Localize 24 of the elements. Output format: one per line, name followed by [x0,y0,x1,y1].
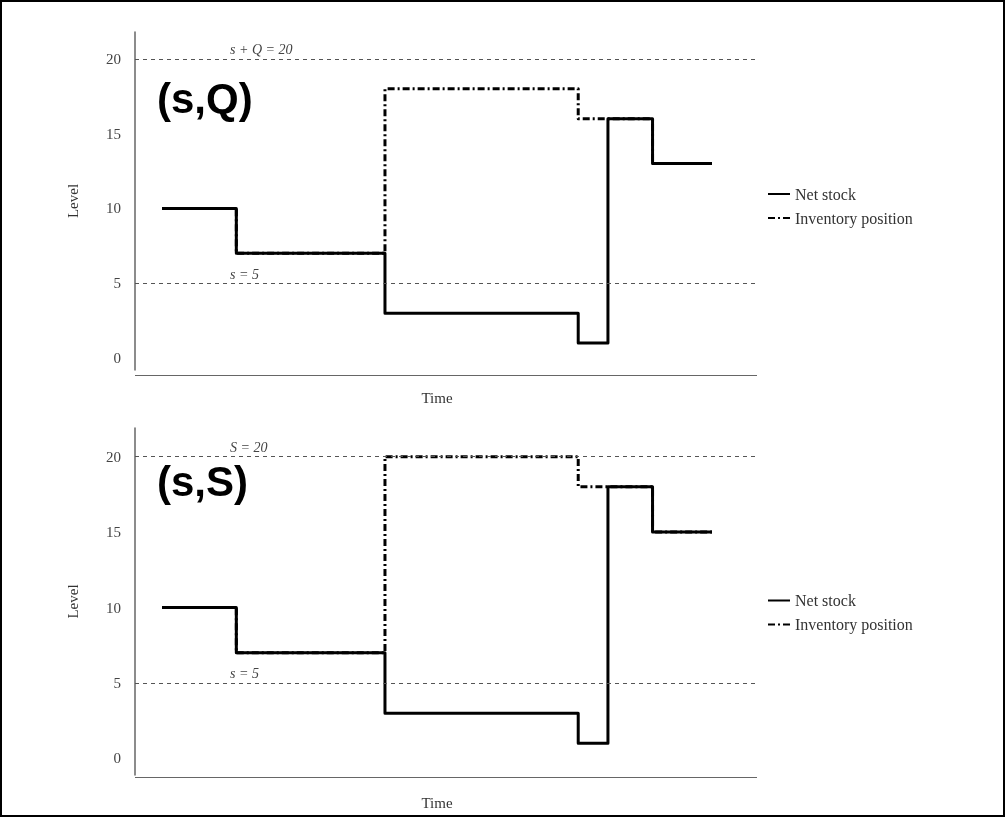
y-tick-label: 15 [106,524,121,541]
y-axis-title: Level [64,183,81,219]
text: (s,S) [157,457,249,505]
ref-line-label: s = 5 [230,666,259,682]
y-tick-label: 15 [106,125,121,142]
y-axis-title: Level [64,584,81,619]
legend-label: Net stock [795,592,856,609]
y-tick-label: 20 [106,50,121,67]
y-tick-label: 10 [106,599,121,616]
y-tick-label: 20 [106,448,121,465]
y-tick-label: 0 [113,350,121,367]
y-tick-label: 10 [106,200,121,217]
legend-label: Inventory position [795,616,913,634]
legend-label: Inventory position [795,209,913,228]
y-tick-label: 5 [113,674,121,691]
legend-label: Net stock [795,185,856,203]
ref-line-label: S = 20 [230,440,268,456]
ref-line-label: s + Q = 20 [230,42,293,58]
text: (s,Q) [157,74,253,122]
y-tick-label: 0 [113,750,121,767]
y-tick-label: 5 [113,275,121,292]
x-axis-title: Time [421,389,453,406]
ref-line-label: s = 5 [230,266,259,282]
x-axis-title: Time [421,794,453,811]
